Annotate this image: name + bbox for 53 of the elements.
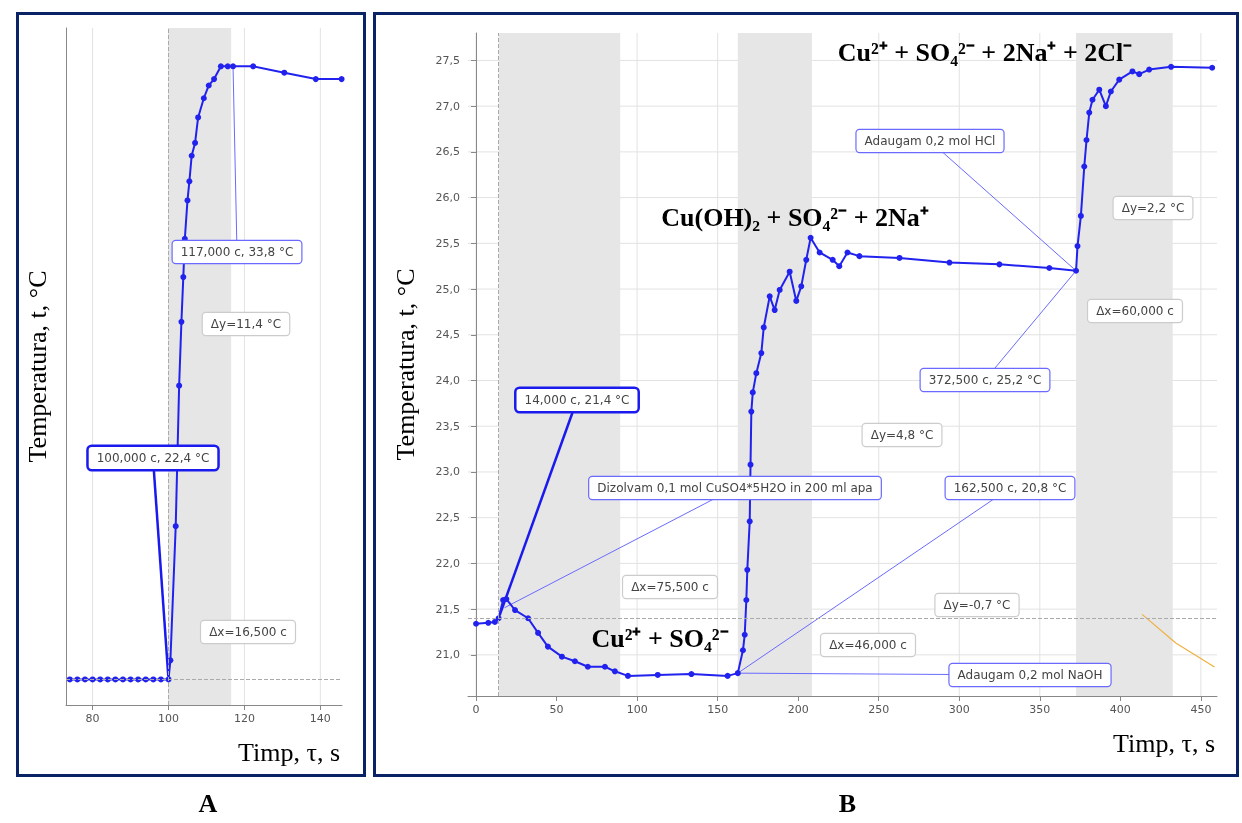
x-tick-label: 400	[1109, 703, 1131, 716]
y-tick-label: 22,5	[435, 511, 460, 525]
annotation: Δx=16,500 c	[209, 625, 287, 639]
annotation: 162,500 c, 20,8 °C	[953, 481, 1067, 495]
x-tick-label: 140	[309, 712, 331, 725]
annotation: Cu²⁺ + SO₄²⁻	[591, 623, 729, 653]
y-tick-label: 26,5	[435, 145, 460, 159]
annotation: Δx=60,000 c	[1096, 304, 1174, 318]
x-tick-label: 120	[233, 712, 255, 725]
annotation: Adaugam 0,2 mol HCl	[864, 134, 996, 148]
y-tick-label: 21,0	[435, 648, 460, 662]
annotation: Δx=46,000 c	[829, 638, 907, 652]
x-tick-label: 200	[787, 703, 809, 716]
text: B	[838, 788, 857, 818]
annotation: 117,000 c, 33,8 °C	[180, 245, 294, 259]
x-tick-label: 450	[1190, 703, 1212, 716]
annotation: Δy=11,4 °C	[210, 317, 282, 331]
y-tick-label: 25,0	[435, 282, 460, 296]
y-tick-label: 24,5	[435, 328, 460, 342]
y-axis-title: Temperatura, t, °C	[22, 270, 52, 463]
x-tick-label: 0	[472, 703, 480, 716]
y-tick-label: 27,0	[435, 99, 460, 113]
annotation: Cu(OH)₂ + SO₄²⁻ + 2Na⁺	[661, 202, 929, 232]
annotation: Δy=-0,7 °C	[943, 598, 1011, 612]
annotation: Adaugam 0,2 mol NaOH	[957, 668, 1103, 682]
x-tick-label: 300	[948, 703, 970, 716]
x-tick-label: 100	[626, 703, 648, 716]
x-axis-title: Timp, τ, s	[238, 737, 340, 767]
annotation: Dizolvam 0,1 mol CuSO4*5H2O in 200 ml apa	[597, 481, 873, 495]
x-axis-title: Timp, τ, s	[1113, 728, 1215, 758]
text: A	[198, 788, 218, 818]
x-tick-label: 250	[868, 703, 890, 716]
y-tick-label: 23,5	[435, 419, 460, 433]
annotation: Cu²⁺ + SO₄²⁻ + 2Na⁺ + 2Cl⁻	[837, 37, 1133, 67]
x-tick-label: 80	[85, 712, 100, 725]
y-tick-label: 23,0	[435, 465, 460, 479]
annotation: 100,000 c, 22,4 °C	[96, 451, 210, 465]
annotation: 14,000 c, 21,4 °C	[524, 393, 630, 407]
annotation: Δx=75,500 c	[631, 580, 709, 594]
annotation: 372,500 c, 25,2 °C	[928, 373, 1042, 387]
y-tick-label: 27,5	[435, 53, 460, 67]
x-tick-label: 50	[549, 703, 564, 716]
x-tick-label: 150	[707, 703, 729, 716]
x-tick-label: 350	[1029, 703, 1051, 716]
y-tick-label: 24,0	[435, 374, 460, 387]
y-tick-label: 22,0	[435, 556, 460, 570]
annotation: Δy=2,2 °C	[1121, 201, 1185, 215]
y-tick-label: 26,0	[435, 191, 460, 205]
y-tick-label: 25,5	[435, 236, 460, 250]
x-tick-label: 100	[158, 712, 179, 725]
annotation: Δy=4,8 °C	[870, 428, 934, 442]
y-tick-label: 21,5	[435, 602, 460, 616]
y-axis-title: Temperatura, t, °C	[390, 268, 420, 461]
